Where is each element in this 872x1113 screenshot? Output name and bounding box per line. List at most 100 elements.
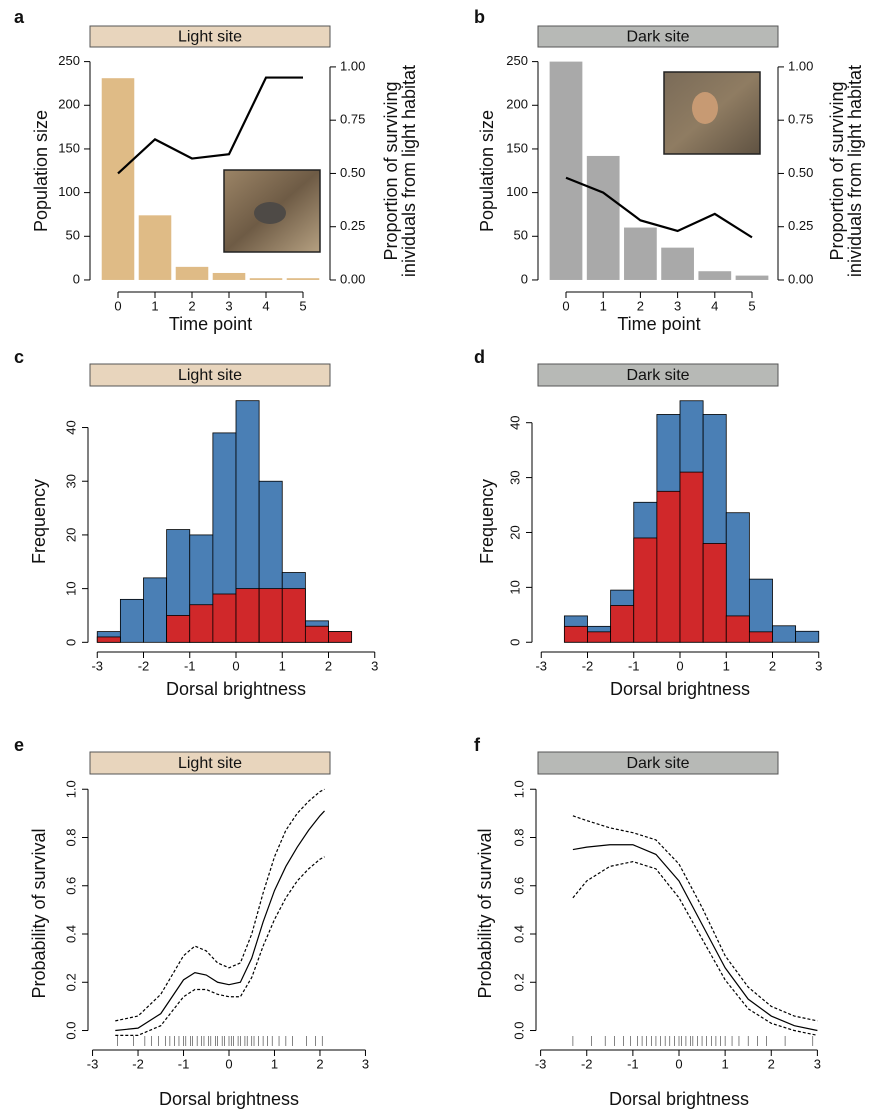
histogram-bar	[143, 577, 168, 643]
histogram-bar	[725, 615, 750, 643]
y-tick-label: 30	[507, 470, 522, 484]
x-tick-label: 4	[711, 298, 718, 313]
x-tick-label: -1	[627, 1056, 639, 1071]
y2-axis-label: Proportion of surviving	[827, 81, 847, 260]
y-tick-label: 1.0	[63, 780, 78, 798]
y-tick-label: 0.2	[511, 973, 526, 991]
x-axis-label: Dorsal brightness	[166, 679, 306, 699]
bar	[661, 247, 694, 280]
x-tick-label: -3	[535, 1056, 547, 1071]
histogram-bar	[235, 588, 260, 643]
panel-label: e	[14, 735, 24, 755]
site-header	[537, 751, 779, 775]
histogram-bar	[795, 630, 820, 643]
panel-label: a	[14, 7, 25, 27]
proportion-line	[117, 76, 303, 175]
y-tick-label: 40	[507, 415, 522, 429]
histogram-bar	[633, 537, 658, 643]
site-header	[89, 751, 331, 775]
y-axis-label: Population size	[477, 110, 497, 232]
photo-mouse	[692, 92, 718, 124]
y-tick-label: 1.00	[340, 58, 365, 73]
panel-label: c	[14, 347, 24, 367]
bar	[249, 278, 283, 280]
histogram-bar	[189, 604, 214, 643]
y-tick-label: 10	[507, 580, 522, 594]
x-tick-label: 2	[768, 1056, 775, 1071]
bar	[586, 155, 620, 280]
y-tick-label: 20	[507, 525, 522, 539]
y-tick-label: 0	[63, 639, 78, 646]
bar	[698, 271, 732, 280]
bar	[735, 275, 769, 280]
histogram-bar	[702, 543, 727, 643]
x-tick-label: 0	[562, 298, 569, 313]
y-axis-label: Population size	[31, 110, 51, 232]
bar	[286, 278, 320, 280]
y-tick-label: 0.50	[788, 165, 813, 180]
x-tick-label: 3	[371, 658, 378, 673]
y2-axis-label: inividuals from light habitat	[399, 65, 419, 277]
y-tick-label: 0.2	[63, 973, 78, 991]
x-tick-label: -3	[87, 1056, 99, 1071]
x-tick-label: -1	[178, 1056, 190, 1071]
x-tick-label: 4	[262, 298, 269, 313]
bar	[175, 266, 209, 280]
y-tick-label: 0.6	[63, 877, 78, 895]
x-tick-label: 1	[723, 658, 730, 673]
x-tick-label: 5	[748, 298, 755, 313]
x-tick-label: 3	[814, 1056, 821, 1071]
histogram-bar	[679, 471, 704, 643]
y-tick-label: 100	[506, 184, 528, 199]
y-tick-label: 50	[514, 228, 528, 243]
y-tick-label: 0.4	[63, 925, 78, 943]
site-header	[89, 363, 331, 387]
x-tick-label: 0	[225, 1056, 232, 1071]
bar	[549, 61, 583, 280]
y-axis-label: Probability of survival	[475, 828, 495, 998]
histogram-bar	[304, 625, 329, 643]
x-tick-label: 3	[815, 658, 822, 673]
y-tick-label: 0	[73, 271, 80, 286]
y-tick-label: 0.25	[340, 218, 365, 233]
confidence-line	[572, 861, 818, 1036]
y-tick-label: 0.8	[63, 828, 78, 846]
y-tick-label: 100	[58, 184, 80, 199]
panel-label: b	[474, 7, 485, 27]
y-tick-label: 0.75	[788, 112, 813, 127]
histogram-bar	[119, 598, 144, 643]
y-tick-label: 0.75	[340, 112, 365, 127]
x-tick-label: 2	[316, 1056, 323, 1071]
confidence-line	[572, 815, 818, 1022]
survival-curve	[115, 810, 325, 1032]
y-tick-label: 0	[521, 271, 528, 286]
x-axis-label: Dorsal brightness	[610, 679, 750, 699]
bar	[101, 78, 135, 280]
y-tick-label: 250	[506, 53, 528, 68]
bar	[212, 272, 246, 280]
y-tick-label: 50	[66, 228, 80, 243]
y-tick-label: 200	[506, 97, 528, 112]
histogram-bar	[656, 490, 681, 643]
site-header-text: Light site	[178, 29, 242, 46]
confidence-line	[115, 856, 325, 1036]
site-header	[89, 25, 331, 48]
histogram-bar	[212, 593, 237, 643]
panel-label: f	[474, 735, 481, 755]
x-tick-label: 2	[637, 298, 644, 313]
x-tick-label: 0	[232, 658, 239, 673]
y-tick-label: 10	[63, 581, 78, 595]
y2-axis-label: inividuals from light habitat	[845, 65, 865, 277]
x-tick-label: 3	[674, 298, 681, 313]
y-tick-label: 0.00	[340, 271, 365, 286]
x-tick-label: 0	[114, 298, 121, 313]
y-tick-label: 0.50	[340, 165, 365, 180]
histogram-bar	[258, 588, 283, 643]
x-tick-label: -3	[535, 658, 547, 673]
histogram-bar	[748, 631, 773, 643]
site-header-text: Light site	[178, 755, 242, 772]
histogram-bar	[281, 588, 306, 643]
x-tick-label: -2	[581, 1056, 593, 1071]
x-tick-label: 1	[722, 1056, 729, 1071]
